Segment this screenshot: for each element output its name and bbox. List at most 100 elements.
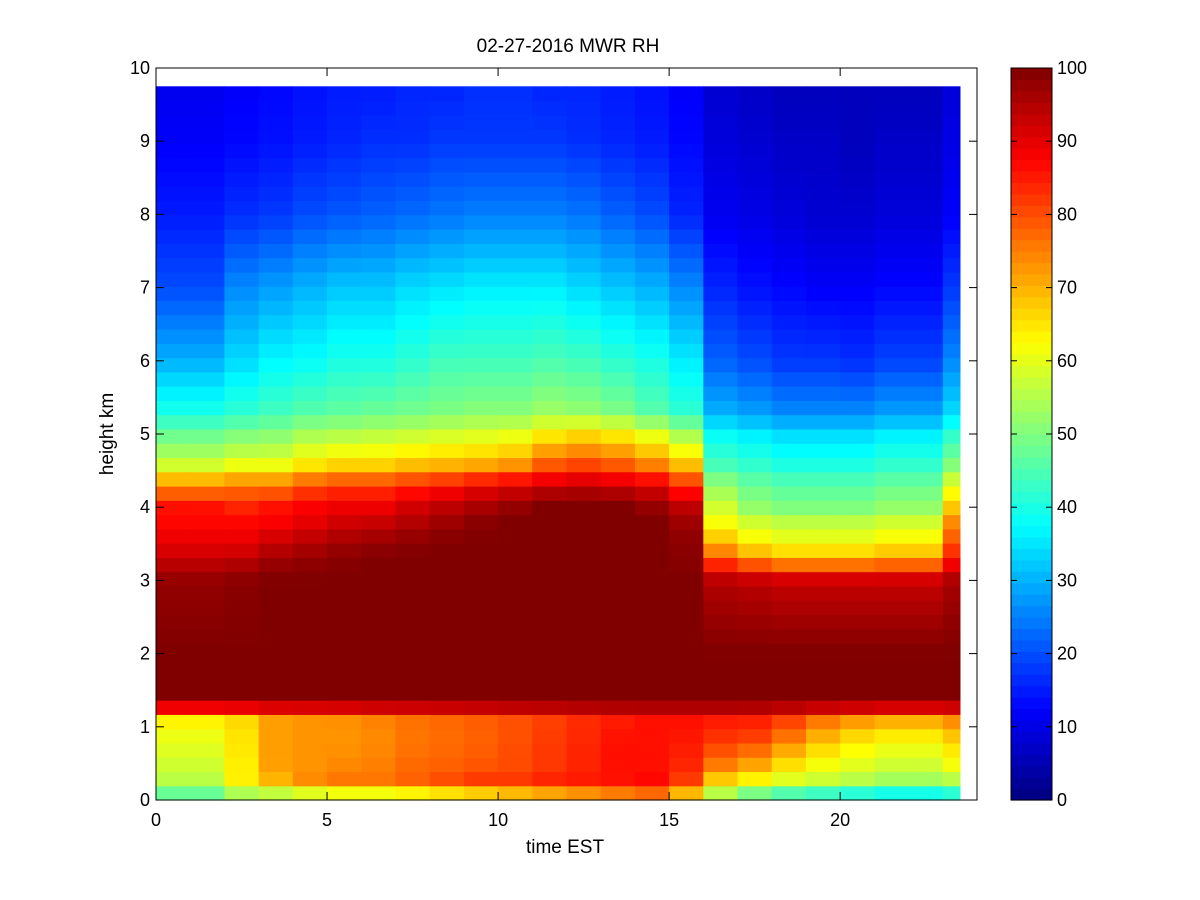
heatmap-cell xyxy=(634,700,670,715)
heatmap-cell xyxy=(805,143,841,159)
heatmap-cell xyxy=(634,129,670,144)
heatmap-cell xyxy=(532,100,568,116)
heatmap-cell xyxy=(840,500,875,516)
heatmap-cell xyxy=(840,600,875,616)
heatmap-cell xyxy=(327,114,362,130)
heatmap-cell xyxy=(224,742,260,758)
heatmap-cell xyxy=(737,200,773,216)
heatmap-cell xyxy=(908,243,944,259)
heatmap-cell xyxy=(190,300,226,316)
heatmap-cell xyxy=(156,600,191,616)
heatmap-cell xyxy=(395,100,431,116)
heatmap-cell xyxy=(566,614,602,630)
heatmap-cell xyxy=(224,357,260,373)
heatmap-cell xyxy=(566,271,602,287)
heatmap-cell xyxy=(429,728,465,744)
heatmap-cell xyxy=(771,728,807,744)
heatmap-cell xyxy=(327,485,362,501)
heatmap-cell xyxy=(805,300,841,316)
heatmap-cell xyxy=(498,528,533,544)
heatmap-cell xyxy=(190,657,226,673)
heatmap-cell xyxy=(463,100,499,116)
heatmap-cell xyxy=(908,400,944,416)
heatmap-cell xyxy=(805,157,841,173)
heatmap-cell xyxy=(840,129,875,144)
heatmap-cell xyxy=(327,186,362,202)
heatmap-cell xyxy=(327,243,362,259)
heatmap-cell xyxy=(498,428,533,444)
heatmap-cell xyxy=(429,614,465,630)
heatmap-cell xyxy=(908,543,944,558)
heatmap-cell xyxy=(429,700,465,715)
heatmap-cell xyxy=(908,728,944,744)
heatmap-cell xyxy=(395,571,431,587)
heatmap-cell xyxy=(395,343,431,359)
heatmap-cell xyxy=(463,314,499,330)
heatmap-cell xyxy=(771,314,807,330)
heatmap-cell xyxy=(258,328,294,344)
colorbar-tick-label: 40 xyxy=(1057,497,1077,517)
heatmap-cell xyxy=(703,500,739,516)
heatmap-cell xyxy=(156,785,191,801)
heatmap-cell xyxy=(395,286,431,302)
heatmap-cell xyxy=(224,528,260,544)
colorbar-tick-label: 60 xyxy=(1057,351,1077,371)
heatmap-cell xyxy=(498,771,533,787)
colorbar-step xyxy=(1011,251,1052,264)
colorbar-tick-label: 50 xyxy=(1057,424,1077,444)
heatmap-cell xyxy=(600,728,636,744)
heatmap-cell xyxy=(327,600,362,616)
heatmap-cell xyxy=(498,600,533,616)
x-tick-label: 5 xyxy=(322,810,332,830)
heatmap-cell xyxy=(395,229,431,244)
heatmap-cell xyxy=(566,600,602,616)
heatmap-cell xyxy=(292,700,328,715)
heatmap-cell xyxy=(874,357,910,373)
heatmap-cell xyxy=(874,271,910,287)
heatmap-cell xyxy=(600,600,636,616)
heatmap-cell xyxy=(190,257,226,273)
heatmap-cell xyxy=(600,186,636,202)
heatmap-cell xyxy=(840,328,875,344)
heatmap-cell xyxy=(190,614,226,630)
heatmap-cell xyxy=(703,286,739,302)
heatmap-cell xyxy=(805,271,841,287)
heatmap-cell xyxy=(600,528,636,544)
heatmap-cell xyxy=(908,386,944,401)
heatmap-cell xyxy=(840,171,875,187)
heatmap-cell xyxy=(498,300,533,316)
heatmap-cell xyxy=(737,414,773,430)
heatmap-cell xyxy=(566,628,602,644)
heatmap-cell xyxy=(258,143,294,159)
heatmap-cell xyxy=(634,428,670,444)
heatmap-cell xyxy=(498,357,533,373)
heatmap-cell xyxy=(463,728,499,744)
heatmap-cell xyxy=(361,671,397,687)
heatmap-cell xyxy=(258,343,294,359)
colorbar-step xyxy=(1011,639,1052,652)
heatmap-cell xyxy=(463,557,499,573)
heatmap-cell xyxy=(361,600,397,616)
heatmap-cell xyxy=(737,400,773,416)
heatmap-cell xyxy=(805,500,841,516)
heatmap-cell xyxy=(634,471,670,487)
heatmap-cell xyxy=(498,471,533,487)
heatmap-cell xyxy=(156,685,191,701)
heatmap-cell xyxy=(190,528,226,544)
heatmap-cell xyxy=(566,243,602,259)
heatmap-cell xyxy=(258,685,294,701)
heatmap-cell xyxy=(532,114,568,130)
heatmap-cell xyxy=(258,700,294,715)
heatmap-cell xyxy=(908,214,944,230)
heatmap-cell xyxy=(327,528,362,544)
heatmap-cell xyxy=(258,485,294,501)
heatmap-cell xyxy=(840,100,875,116)
heatmap-cell xyxy=(292,457,328,473)
heatmap-cell xyxy=(224,200,260,216)
heatmap-cell xyxy=(463,243,499,259)
heatmap-cell xyxy=(463,757,499,773)
heatmap-cell xyxy=(908,143,944,159)
heatmap-cell xyxy=(190,585,226,601)
heatmap-cell xyxy=(737,386,773,401)
heatmap-cell xyxy=(532,600,568,616)
